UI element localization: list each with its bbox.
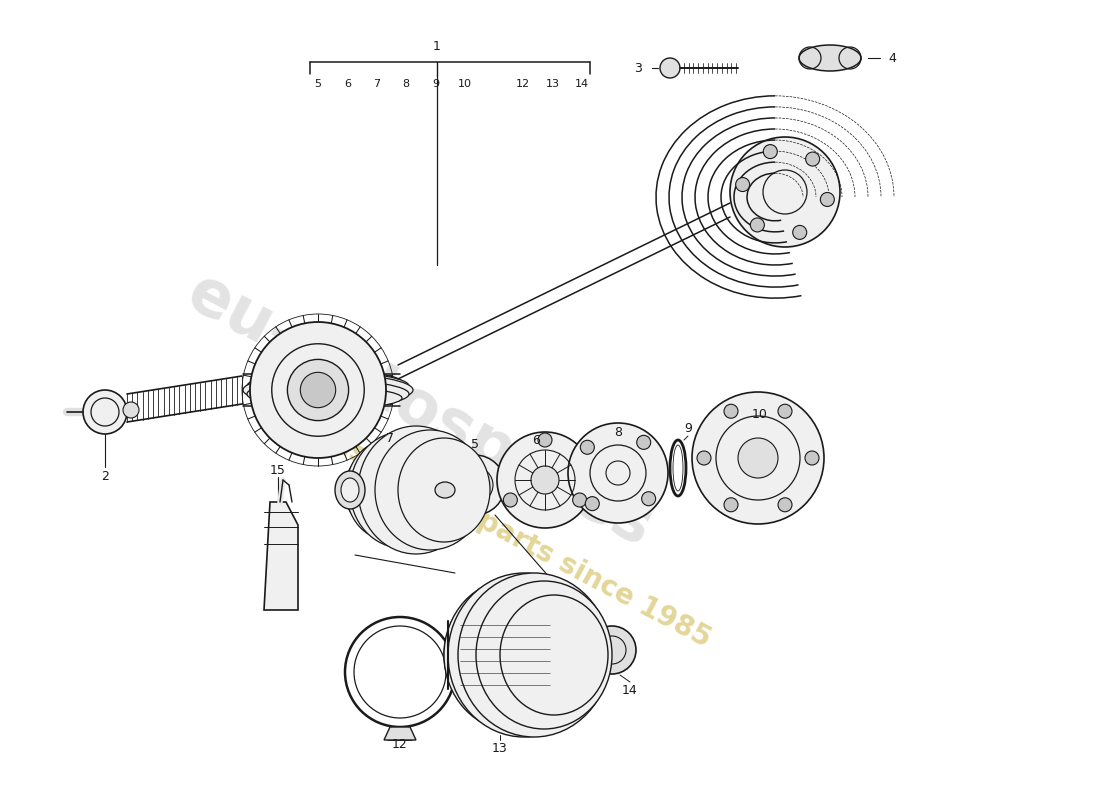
Text: 10: 10 bbox=[458, 79, 472, 89]
Text: 8: 8 bbox=[403, 79, 409, 89]
Text: 3: 3 bbox=[634, 62, 642, 74]
Circle shape bbox=[504, 493, 517, 507]
Ellipse shape bbox=[358, 426, 474, 554]
Ellipse shape bbox=[342, 468, 378, 512]
Text: 12: 12 bbox=[516, 79, 530, 89]
Ellipse shape bbox=[444, 589, 564, 721]
Text: 9: 9 bbox=[684, 422, 692, 434]
Circle shape bbox=[123, 402, 139, 418]
Ellipse shape bbox=[243, 374, 412, 406]
Ellipse shape bbox=[254, 371, 402, 393]
Ellipse shape bbox=[448, 573, 600, 737]
Ellipse shape bbox=[341, 478, 359, 502]
Circle shape bbox=[724, 498, 738, 512]
Text: 10: 10 bbox=[752, 409, 768, 422]
Ellipse shape bbox=[434, 482, 455, 498]
Text: 14: 14 bbox=[623, 683, 638, 697]
Ellipse shape bbox=[500, 595, 608, 715]
Ellipse shape bbox=[375, 430, 485, 550]
Circle shape bbox=[287, 359, 349, 421]
Ellipse shape bbox=[673, 445, 683, 491]
Circle shape bbox=[736, 178, 750, 191]
Ellipse shape bbox=[254, 387, 402, 409]
Circle shape bbox=[697, 451, 711, 465]
Text: 7: 7 bbox=[373, 79, 381, 89]
Circle shape bbox=[692, 392, 824, 524]
Text: 13: 13 bbox=[492, 742, 508, 754]
Text: 9: 9 bbox=[432, 79, 439, 89]
Circle shape bbox=[778, 404, 792, 418]
Circle shape bbox=[730, 137, 840, 247]
Circle shape bbox=[300, 372, 336, 408]
Text: 2: 2 bbox=[101, 470, 109, 483]
Circle shape bbox=[497, 432, 593, 528]
Circle shape bbox=[763, 145, 778, 158]
Ellipse shape bbox=[336, 471, 365, 509]
Text: 12: 12 bbox=[392, 738, 408, 751]
Circle shape bbox=[250, 322, 386, 458]
Ellipse shape bbox=[346, 440, 430, 540]
Ellipse shape bbox=[444, 579, 584, 731]
Circle shape bbox=[738, 438, 778, 478]
Ellipse shape bbox=[476, 581, 612, 729]
Text: 6: 6 bbox=[344, 79, 351, 89]
Circle shape bbox=[724, 404, 738, 418]
Circle shape bbox=[446, 455, 505, 515]
Circle shape bbox=[793, 226, 806, 239]
Ellipse shape bbox=[448, 603, 540, 707]
Polygon shape bbox=[264, 502, 298, 610]
Text: 5: 5 bbox=[471, 438, 478, 451]
Text: 8: 8 bbox=[614, 426, 622, 438]
Polygon shape bbox=[384, 727, 416, 740]
Ellipse shape bbox=[350, 432, 454, 548]
Ellipse shape bbox=[398, 438, 490, 542]
Circle shape bbox=[750, 218, 764, 232]
Ellipse shape bbox=[799, 45, 861, 71]
Text: a passion for parts since 1985: a passion for parts since 1985 bbox=[285, 406, 715, 654]
Text: 7: 7 bbox=[386, 431, 394, 445]
Ellipse shape bbox=[454, 621, 514, 689]
Text: 14: 14 bbox=[575, 79, 590, 89]
Ellipse shape bbox=[248, 372, 409, 400]
Circle shape bbox=[778, 498, 792, 512]
Circle shape bbox=[821, 193, 834, 206]
Text: 5: 5 bbox=[315, 79, 321, 89]
Text: 4: 4 bbox=[888, 51, 895, 65]
Circle shape bbox=[637, 435, 651, 450]
Circle shape bbox=[805, 152, 820, 166]
Ellipse shape bbox=[344, 454, 404, 526]
Circle shape bbox=[538, 433, 552, 447]
Ellipse shape bbox=[458, 573, 610, 737]
Text: 6: 6 bbox=[532, 434, 540, 446]
Circle shape bbox=[568, 423, 668, 523]
Circle shape bbox=[641, 492, 656, 506]
Text: 13: 13 bbox=[546, 79, 560, 89]
Circle shape bbox=[585, 497, 600, 510]
Circle shape bbox=[456, 467, 493, 503]
Circle shape bbox=[531, 466, 559, 494]
Text: 15: 15 bbox=[271, 463, 286, 477]
Circle shape bbox=[581, 440, 594, 454]
Ellipse shape bbox=[248, 380, 409, 408]
Text: 1: 1 bbox=[433, 39, 441, 53]
Text: eu-autospares: eu-autospares bbox=[177, 261, 663, 559]
Circle shape bbox=[588, 626, 636, 674]
Circle shape bbox=[805, 451, 820, 465]
Circle shape bbox=[573, 493, 586, 507]
Circle shape bbox=[82, 390, 126, 434]
Circle shape bbox=[660, 58, 680, 78]
